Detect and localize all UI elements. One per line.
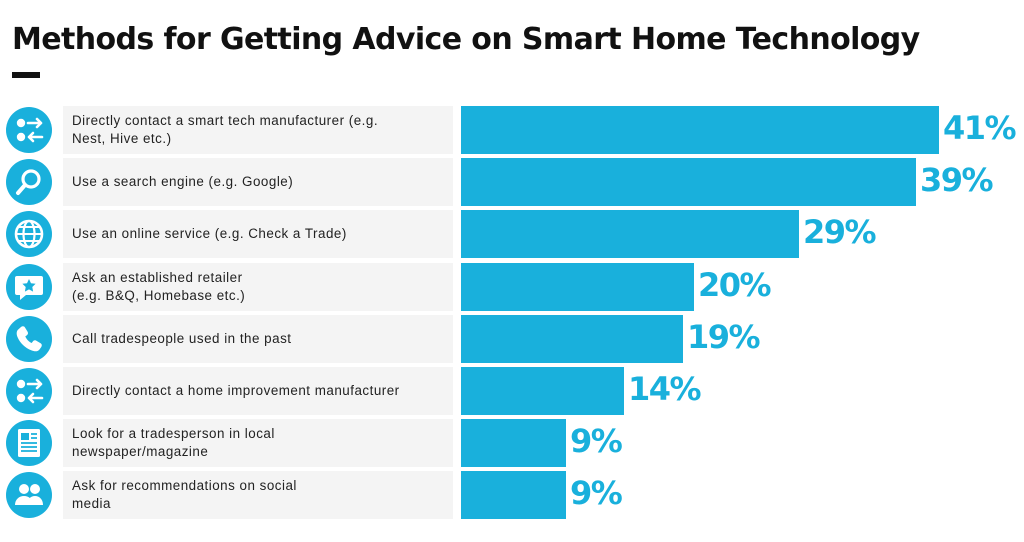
category-label-box: Use an online service (e.g. Check a Trad… [63,210,453,259]
title-underline [12,72,40,78]
chat-star-icon [6,263,52,310]
bar [461,471,566,520]
bar-value-label: 20% [698,265,772,304]
people-icon [6,472,52,519]
category-label: Directly contact a home improvement manu… [72,383,400,398]
category-label-box: Ask an established retailer (e.g. B&Q, H… [63,262,453,311]
bar [461,419,566,468]
bar-value-label: 14% [628,370,702,408]
bar [461,314,683,363]
category-label-box: Ask for recommendations on social media [63,471,453,520]
newspaper-icon [6,420,52,467]
globe-icon [6,211,52,258]
category-label-box: Look for a tradesperson in local newspap… [63,419,453,468]
category-label-box: Directly contact a smart tech manufactur… [63,106,453,154]
bar [461,262,694,311]
category-label: Use a search engine (e.g. Google) [72,174,294,190]
bar-value-label: 41% [943,109,1017,147]
bar-value-label: 19% [687,317,761,356]
chart-row: Directly contact a smart tech manufactur… [0,106,1024,154]
category-label: Ask an established retailer (e.g. B&Q, H… [72,269,246,303]
chart-row: Ask an established retailer (e.g. B&Q, H… [0,262,1024,311]
transfer-icon [6,368,52,414]
category-label: Look for a tradesperson in local newspap… [72,426,275,460]
category-label: Call tradespeople used in the past [72,330,292,346]
category-label-box: Call tradespeople used in the past [63,314,453,363]
search-icon [6,159,52,206]
chart-row: Directly contact a home improvement manu… [0,367,1024,415]
bar-value-label: 29% [803,213,877,252]
chart-row: Look for a tradesperson in local newspap… [0,419,1024,468]
category-label-box: Use a search engine (e.g. Google) [63,158,453,207]
bar [461,367,624,415]
chart-row: Use an online service (e.g. Check a Trad… [0,210,1024,259]
chart-row: Use a search engine (e.g. Google) 39% [0,158,1024,207]
bar-value-label: 39% [920,161,994,200]
transfer-icon [6,107,52,153]
category-label: Directly contact a smart tech manufactur… [72,113,379,146]
chart-row: Ask for recommendations on social media 9… [0,471,1024,520]
bar [461,106,939,154]
chart-row: Call tradespeople used in the past 19% [0,314,1024,363]
category-label: Use an online service (e.g. Check a Trad… [72,226,347,242]
phone-icon [6,315,52,362]
chart-title: Methods for Getting Advice on Smart Home… [12,22,920,57]
bar [461,210,799,259]
bar-value-label: 9% [570,422,623,461]
category-label: Ask for recommendations on social media [72,478,297,512]
bar [461,158,916,207]
category-label-box: Directly contact a home improvement manu… [63,367,453,415]
bar-value-label: 9% [570,474,623,513]
